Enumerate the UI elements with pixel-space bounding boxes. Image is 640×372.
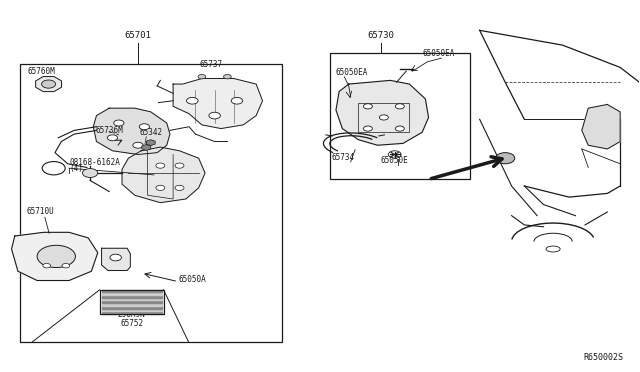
Bar: [20, 64, 282, 341]
Polygon shape: [122, 147, 205, 203]
Polygon shape: [336, 80, 429, 145]
Text: 65752: 65752: [120, 319, 143, 328]
Circle shape: [62, 263, 70, 268]
Text: 65050EA: 65050EA: [336, 68, 369, 77]
Polygon shape: [12, 232, 98, 280]
Circle shape: [396, 104, 404, 109]
Circle shape: [42, 80, 56, 88]
Circle shape: [133, 142, 143, 148]
Polygon shape: [582, 105, 620, 149]
Circle shape: [495, 153, 515, 164]
Circle shape: [156, 163, 165, 168]
Text: 65701: 65701: [125, 31, 152, 39]
Text: 65050A: 65050A: [178, 275, 206, 284]
Circle shape: [396, 126, 404, 131]
Bar: [330, 52, 470, 179]
Circle shape: [186, 97, 198, 104]
Polygon shape: [93, 108, 170, 154]
Circle shape: [175, 163, 184, 168]
Text: (4): (4): [69, 164, 83, 173]
Circle shape: [108, 135, 118, 141]
Circle shape: [156, 185, 165, 190]
Circle shape: [37, 245, 76, 267]
Text: 65050EA: 65050EA: [422, 49, 454, 58]
Bar: [100, 290, 164, 314]
Circle shape: [231, 97, 243, 104]
Bar: [100, 290, 164, 314]
Text: R650002S: R650002S: [583, 353, 623, 362]
Circle shape: [175, 185, 184, 190]
Polygon shape: [173, 78, 262, 129]
Text: 08168-6162A: 08168-6162A: [69, 158, 120, 167]
Text: 65736M: 65736M: [95, 126, 123, 135]
Circle shape: [223, 74, 231, 79]
Text: 65710U: 65710U: [26, 207, 54, 216]
Text: 65342: 65342: [140, 128, 163, 137]
Text: 65737: 65737: [200, 60, 223, 69]
Text: B: B: [51, 164, 56, 173]
Circle shape: [364, 126, 372, 131]
Circle shape: [209, 112, 220, 119]
Circle shape: [83, 169, 98, 177]
Circle shape: [364, 104, 372, 109]
Bar: [358, 103, 410, 132]
Circle shape: [198, 74, 205, 79]
Circle shape: [42, 161, 65, 175]
Text: 65760M: 65760M: [28, 67, 55, 76]
Text: 296A9N: 296A9N: [119, 299, 145, 305]
Text: 296A9N: 296A9N: [118, 310, 145, 320]
Text: 65734: 65734: [332, 153, 355, 162]
Circle shape: [380, 115, 388, 120]
Text: 65730: 65730: [367, 31, 394, 39]
Circle shape: [110, 254, 122, 261]
Text: 65050E: 65050E: [381, 155, 408, 164]
Circle shape: [114, 120, 124, 126]
Circle shape: [140, 124, 150, 130]
Polygon shape: [102, 248, 131, 270]
Circle shape: [43, 263, 51, 268]
